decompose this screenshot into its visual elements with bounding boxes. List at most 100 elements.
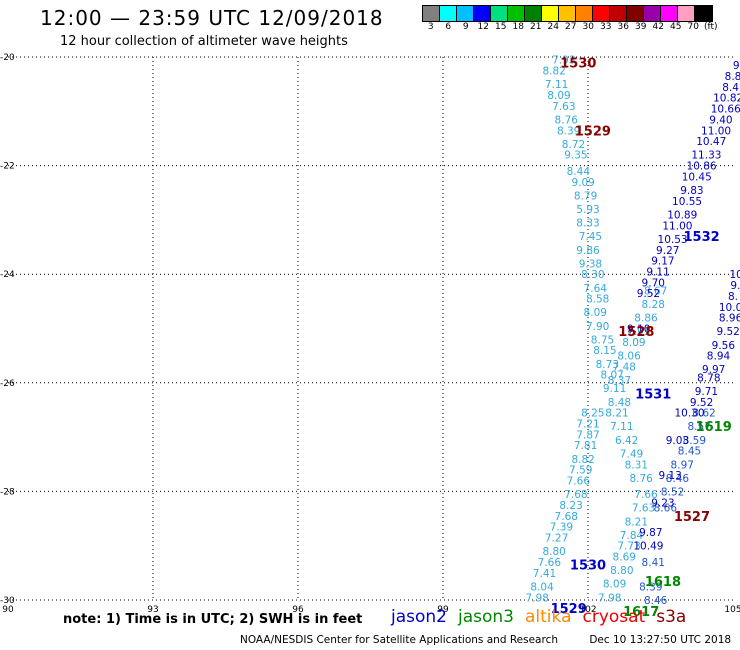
- wave-height-value: 8.79: [574, 190, 597, 202]
- satellite-jason3: jason3: [458, 607, 514, 627]
- wave-height-value: 9.70: [642, 277, 665, 289]
- wave-height-value: 8.04: [530, 581, 554, 593]
- wave-height-value: 9.40: [709, 114, 732, 126]
- wave-height-value: 8.25: [581, 408, 604, 420]
- footer: NOAA/NESDIS Center for Satellite Applica…: [240, 634, 731, 646]
- wave-height-value: 10.49: [633, 541, 663, 553]
- color-scale-labels: 3 6 9 12 15 18 21 24 27 30 33 36 39 42 45 70 (ft): [422, 22, 720, 32]
- wave-height-value: 9.11: [603, 383, 626, 395]
- legend-swatch: [610, 6, 627, 21]
- wave-height-value: 5.93: [576, 204, 599, 216]
- legend-label: 9: [462, 22, 469, 32]
- wave-height-value: 8.46: [644, 595, 668, 607]
- wave-height-value: 10.89: [667, 209, 697, 221]
- wave-height-value: 8.28: [642, 299, 665, 311]
- wave-height-value: 8.07: [600, 370, 623, 382]
- wave-height-value: 7.59: [569, 465, 592, 477]
- wave-height-value: 8.39: [639, 581, 662, 593]
- wave-height-value: 7.63: [552, 101, 575, 113]
- satellite-s3a: s3a: [656, 607, 687, 627]
- legend-swatch: [423, 6, 440, 21]
- wave-height-value: 9.52: [637, 288, 660, 300]
- wave-height-value: 9.52: [690, 397, 713, 409]
- wave-height-value: 9.13: [658, 470, 681, 482]
- wave-height-value: 7.39: [550, 522, 573, 534]
- satellite-jason2: jason2: [391, 607, 447, 627]
- credit-text: NOAA/NESDIS Center for Satellite Applica…: [240, 634, 558, 646]
- wave-height-value: 8.75: [591, 334, 614, 346]
- wave-height-value: 8.23: [559, 500, 582, 512]
- wave-height-value: 9.71: [695, 386, 718, 398]
- legend-label: 45: [670, 22, 682, 32]
- pass-time-label: 1618: [645, 575, 681, 590]
- wave-height-value: 7.93: [627, 326, 650, 338]
- page-subtitle: 12 hour collection of altimeter wave hei…: [60, 34, 348, 49]
- legend-label: 30: [582, 22, 594, 32]
- wave-height-value: 8.37: [608, 375, 631, 387]
- legend-label: 33: [600, 22, 612, 32]
- pass-time-label: 1530: [570, 559, 606, 574]
- wave-height-value: 8.78: [697, 372, 720, 384]
- lat-tick-label: -20: [0, 53, 15, 63]
- wave-height-value: 10.55: [672, 196, 702, 208]
- wave-height-value: 7.66: [538, 557, 562, 569]
- legend-label: 70: [687, 22, 699, 32]
- legend-swatch: [508, 6, 525, 21]
- legend-label: 42: [652, 22, 664, 32]
- wave-height-value: 8.44: [567, 166, 591, 178]
- wave-height-value: 8.06: [617, 351, 641, 363]
- pass-time-label: 1529: [551, 602, 587, 617]
- lat-tick-label: -30: [0, 596, 15, 606]
- color-scale-legend: [422, 5, 713, 22]
- wave-height-value: 9.09: [571, 177, 594, 189]
- legend-swatch: [695, 6, 712, 21]
- legend-swatch: [474, 6, 491, 21]
- wave-height-value: 10.30: [674, 408, 704, 420]
- legend-swatch: [644, 6, 661, 21]
- wave-height-value: 10.82: [713, 93, 740, 105]
- wave-height-value: 8.09: [622, 337, 645, 349]
- wave-height-value: 7.11: [545, 79, 568, 91]
- wave-height-value: 9.: [730, 280, 740, 292]
- wave-height-value: 7.21: [576, 419, 599, 431]
- wave-height-value: 7.66: [567, 476, 591, 488]
- wave-height-value: 9.56: [712, 340, 736, 352]
- legend-label: 36: [617, 22, 629, 32]
- lon-tick-label: 93: [147, 605, 158, 615]
- legend-swatch: [627, 6, 644, 21]
- wave-height-value: 8.69: [613, 552, 636, 564]
- lon-tick-label: 99: [437, 605, 449, 615]
- legend-swatch: [678, 6, 695, 21]
- legend-label: 18: [512, 22, 524, 32]
- wave-height-value: 7.98: [598, 592, 621, 604]
- wave-height-value: 8.8: [725, 71, 740, 83]
- lat-tick-label: -26: [0, 379, 15, 389]
- legend-swatch: [542, 6, 559, 21]
- satellite-key: jason2 jason3 altika cryosat s3a: [391, 607, 697, 627]
- lat-tick-label: -28: [0, 487, 15, 497]
- wave-height-value: 8.46: [666, 473, 690, 485]
- legend-swatch: [440, 6, 457, 21]
- wave-height-value: 6.42: [615, 435, 638, 447]
- wave-height-value: 8.45: [678, 446, 701, 458]
- timestamp-text: Dec 10 13:27:50 UTC 2018: [589, 634, 732, 646]
- wave-height-value: 8.86: [634, 313, 658, 325]
- wave-height-value: 7.48: [613, 362, 636, 374]
- pass-time-label: 1532: [683, 230, 719, 245]
- legend-swatch: [593, 6, 610, 21]
- legend-swatch: [457, 6, 474, 21]
- wave-height-value: 7.87: [576, 429, 599, 441]
- wave-height-value: 8.58: [586, 294, 609, 306]
- pass-time-label: 1619: [696, 420, 732, 435]
- wave-height-value: 7.73: [617, 541, 640, 553]
- legend-label: (ft): [703, 22, 718, 32]
- wave-height-value: 8.21: [625, 516, 648, 528]
- lon-tick-label: 90: [2, 605, 14, 615]
- units-note: note: 1) Time is in UTC; 2) SWH is in fe…: [63, 612, 363, 627]
- wave-height-value: 8.48: [608, 397, 631, 409]
- lat-tick-label: -22: [0, 162, 15, 172]
- legend-label: 21: [530, 22, 542, 32]
- wave-height-value: 9.10: [627, 324, 650, 336]
- legend-label: 39: [635, 22, 647, 32]
- legend-label: 12: [477, 22, 489, 32]
